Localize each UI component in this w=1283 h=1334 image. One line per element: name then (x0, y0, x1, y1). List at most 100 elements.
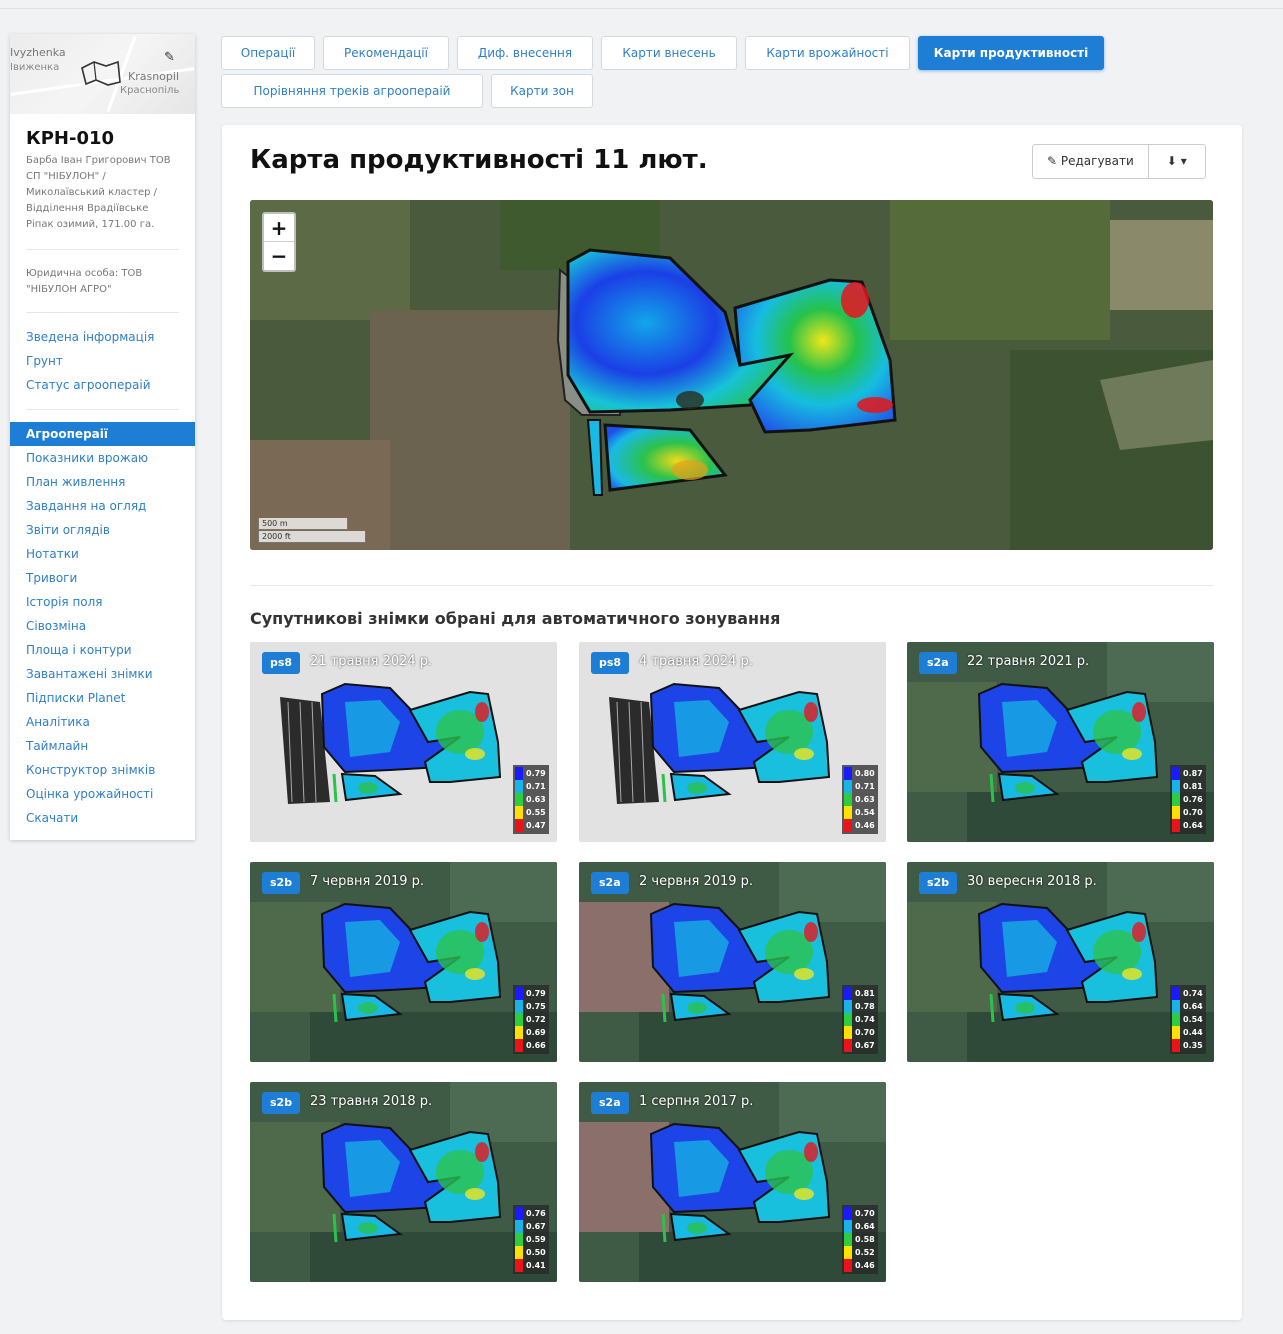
tab-yield-maps[interactable]: Карти врожайності (745, 36, 910, 70)
download-dropdown-button[interactable]: ⬇ ▾ (1149, 145, 1205, 178)
legend-value: 0.63 (526, 795, 546, 804)
legend-swatch (515, 1246, 523, 1259)
sidebar-item-operations-status[interactable]: Статус агроопераій (26, 378, 151, 392)
tab-track-comparison[interactable]: Порівняння треків агроопераій (221, 74, 483, 108)
legend-swatch (515, 767, 523, 780)
minimap-label: Krasnopil (128, 70, 180, 83)
legend-value: 0.59 (526, 1235, 546, 1244)
tab-recommendations[interactable]: Рекомендації (323, 36, 449, 70)
tab-variable-rate[interactable]: Диф. внесення (457, 36, 593, 70)
tab-zone-maps[interactable]: Карти зон (491, 74, 593, 108)
pencil-icon: ✎ (1047, 154, 1061, 168)
sidebar-item-inspection-reports[interactable]: Звіти оглядів (26, 523, 110, 537)
satellite-source-badge: ps8 (262, 652, 301, 674)
sidebar-item-summary[interactable]: Зведена інформація (26, 330, 155, 344)
legend-value: 0.54 (855, 808, 875, 817)
satellite-thumbnail[interactable]: s2a 2 червня 2019 р. 0.81 0.78 0.74 0.70 0.67 (579, 862, 886, 1062)
sidebar-item-agro-operations[interactable]: Агроопераії (10, 422, 195, 446)
legend-value: 0.87 (1183, 769, 1203, 778)
legend-swatch (515, 1039, 523, 1052)
sidebar-item-nutrition-plan[interactable]: План живлення (26, 475, 126, 489)
satellite-thumbnail[interactable]: s2a 22 травня 2021 р. 0.87 0.81 0.76 0.70 0.64 (907, 642, 1214, 842)
sidebar-item-timeline[interactable]: Таймлайн (26, 739, 89, 753)
edit-pencil-icon[interactable]: ✎ (164, 50, 175, 65)
legend-row: 0.50 (515, 1246, 547, 1259)
ndvi-legend: 0.76 0.67 0.59 0.50 0.41 (513, 1205, 549, 1274)
legend-row: 0.66 (515, 1039, 547, 1052)
legend-swatch (844, 780, 852, 793)
sidebar-item-alerts[interactable]: Тривоги (26, 571, 78, 585)
sidebar-item-image-constructor[interactable]: Конструктор знімків (26, 763, 156, 777)
thumbnail-image (250, 862, 557, 1062)
legend-row: 0.64 (844, 1220, 876, 1233)
legend-row: 0.63 (515, 793, 547, 806)
legend-swatch (1172, 1000, 1180, 1013)
legend-value: 0.44 (1183, 1028, 1203, 1037)
sidebar-nav-top: Зведена інформація Грунт Статус агроопер… (10, 319, 195, 403)
legend-swatch (844, 1000, 852, 1013)
sidebar-divider (26, 409, 179, 410)
zoom-out-button[interactable]: − (270, 244, 288, 268)
tab-productivity-maps[interactable]: Карти продуктивності (918, 36, 1104, 70)
legend-value: 0.35 (1183, 1041, 1203, 1050)
legend-swatch (1172, 780, 1180, 793)
sidebar-nav-main: Агроопераії Показники врожаю План живлен… (10, 416, 195, 836)
legend-value: 0.74 (1183, 989, 1203, 998)
sidebar-item-yield-indicators[interactable]: Показники врожаю (26, 451, 149, 465)
legend-swatch (844, 1039, 852, 1052)
map-canvas (250, 200, 1213, 550)
download-icon: ⬇ (1166, 154, 1177, 168)
legend-value: 0.67 (526, 1222, 546, 1231)
edit-button-label: Редагувати (1060, 154, 1134, 168)
field-minimap[interactable]: Ivyzhenka Івиженка Krasnopil Краснопіль … (10, 34, 195, 114)
zoom-in-button[interactable]: + (264, 214, 294, 242)
legend-row: 0.64 (1172, 1000, 1204, 1013)
satellite-thumbnail[interactable]: s2b 23 травня 2018 р. 0.76 0.67 0.59 0.50 0.41 (250, 1082, 557, 1282)
legend-row: 0.76 (1172, 793, 1204, 806)
legend-value: 0.70 (1183, 808, 1203, 817)
satellite-source-badge: ps8 (591, 652, 630, 674)
legend-value: 0.55 (526, 808, 546, 817)
sidebar-item-download[interactable]: Скачати (26, 811, 79, 825)
legend-swatch (844, 1259, 852, 1272)
thumbnail-image (907, 642, 1214, 842)
ndvi-legend: 0.79 0.71 0.63 0.55 0.47 (513, 765, 549, 834)
sidebar-item-field-history[interactable]: Історія поля (26, 595, 103, 609)
satellite-thumbnail[interactable]: ps8 21 травня 2024 р. 0.79 0.71 0.63 0.55 0.47 (250, 642, 557, 842)
satellite-thumbnail[interactable]: s2b 7 червня 2019 р. 0.79 0.75 0.72 0.69 0.66 (250, 862, 557, 1062)
sidebar-item-analytics[interactable]: Аналітика (26, 715, 90, 729)
legend-row: 0.72 (515, 1013, 547, 1026)
sidebar-item-yield-estimate[interactable]: Оцінка урожайності (26, 787, 154, 801)
sidebar-item-planet-subscriptions[interactable]: Підписки Planet (26, 691, 126, 705)
legend-row: 0.54 (844, 806, 876, 819)
legend-row: 0.70 (844, 1026, 876, 1039)
sidebar-item-uploaded-images[interactable]: Завантажені знімки (26, 667, 153, 681)
satellite-thumbnail[interactable]: s2a 1 серпня 2017 р. 0.70 0.64 0.58 0.52 0.46 (579, 1082, 886, 1282)
sidebar-item-area-contours[interactable]: Площа і контури (26, 643, 132, 657)
edit-button[interactable]: ✎ Редагувати (1033, 145, 1149, 178)
satellite-thumbnail[interactable]: ps8 4 травня 2024 р. 0.80 0.71 0.63 0.54 0.46 (579, 642, 886, 842)
legend-swatch (1172, 806, 1180, 819)
legend-row: 0.67 (515, 1220, 547, 1233)
legend-swatch (1172, 1013, 1180, 1026)
productivity-map-card: Карта продуктивності 11 лют. ✎ Редагуват… (222, 125, 1242, 1320)
sidebar-item-inspection-tasks[interactable]: Завдання на огляд (26, 499, 147, 513)
productivity-map[interactable]: + − 500 m 2000 ft (250, 200, 1213, 550)
thumbnail-date: 7 червня 2019 р. (310, 874, 425, 889)
sidebar-item-soil[interactable]: Грунт (26, 354, 63, 368)
tab-application-maps[interactable]: Карти внесень (601, 36, 737, 70)
legend-swatch (1172, 793, 1180, 806)
legend-row: 0.79 (515, 987, 547, 1000)
sidebar-item-notes[interactable]: Нотатки (26, 547, 79, 561)
thumbnail-date: 1 серпня 2017 р. (639, 1094, 754, 1109)
legend-swatch (515, 1000, 523, 1013)
legend-row: 0.67 (844, 1039, 876, 1052)
legend-swatch (1172, 1039, 1180, 1052)
legend-value: 0.74 (855, 1015, 875, 1024)
legend-row: 0.81 (1172, 780, 1204, 793)
legend-value: 0.81 (1183, 782, 1203, 791)
sidebar-item-crop-rotation[interactable]: Сівозміна (26, 619, 87, 633)
satellite-thumbnail[interactable]: s2b 30 вересня 2018 р. 0.74 0.64 0.54 0.44 0.3… (907, 862, 1214, 1062)
tab-operations[interactable]: Операції (221, 36, 315, 70)
legend-value: 0.76 (526, 1209, 546, 1218)
